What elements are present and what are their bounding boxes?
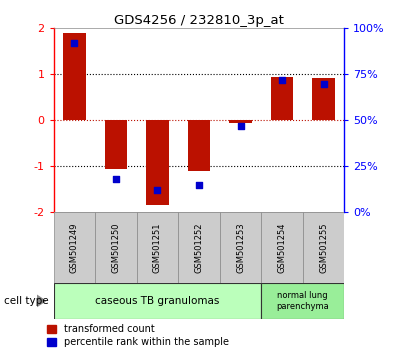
Text: GSM501249: GSM501249 <box>70 223 79 273</box>
Bar <box>187 120 211 171</box>
Bar <box>95 212 137 283</box>
Bar <box>105 120 127 169</box>
Point <box>154 188 161 193</box>
Point <box>71 40 78 46</box>
Point <box>320 81 327 86</box>
Bar <box>63 33 86 120</box>
Bar <box>146 120 169 205</box>
Legend: transformed count, percentile rank within the sample: transformed count, percentile rank withi… <box>45 322 231 349</box>
Bar <box>303 212 344 283</box>
Bar <box>137 212 178 283</box>
Text: GSM501251: GSM501251 <box>153 223 162 273</box>
Bar <box>312 78 335 120</box>
Point <box>279 77 285 83</box>
Point <box>237 123 244 129</box>
Text: GSM501255: GSM501255 <box>319 223 328 273</box>
Point <box>196 182 202 188</box>
Text: GSM501252: GSM501252 <box>195 223 203 273</box>
Bar <box>220 212 261 283</box>
Text: GSM501250: GSM501250 <box>111 223 121 273</box>
Bar <box>178 212 220 283</box>
Bar <box>261 212 303 283</box>
Bar <box>54 283 261 319</box>
Text: normal lung
parenchyma: normal lung parenchyma <box>276 291 329 310</box>
Bar <box>54 212 95 283</box>
Text: GSM501253: GSM501253 <box>236 222 245 273</box>
Point <box>113 176 119 182</box>
Bar <box>271 77 293 120</box>
Bar <box>229 120 252 123</box>
Bar <box>261 283 344 319</box>
Text: cell type: cell type <box>4 296 49 306</box>
Text: GSM501254: GSM501254 <box>277 223 287 273</box>
Polygon shape <box>37 295 47 307</box>
Text: caseous TB granulomas: caseous TB granulomas <box>95 296 220 306</box>
Title: GDS4256 / 232810_3p_at: GDS4256 / 232810_3p_at <box>114 14 284 27</box>
